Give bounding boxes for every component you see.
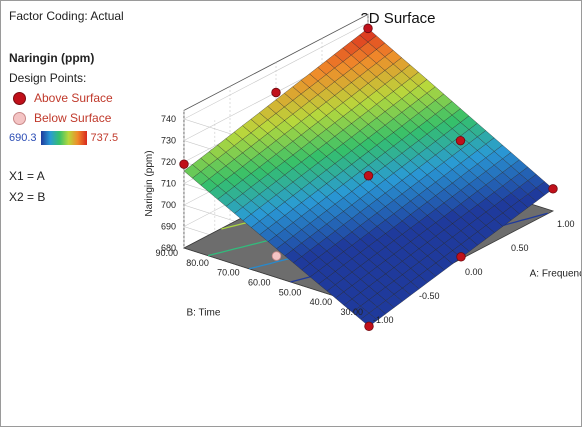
axis-ticks: 680 690 700 710 720 730 740 -1.00 -0.50 0.00 0.50 1… xyxy=(155,114,574,325)
design-point-above xyxy=(364,321,374,332)
legend-response-title: Naringin (ppm) xyxy=(9,51,95,65)
gradient-min-label: 690.3 xyxy=(9,132,37,144)
gradient-max-label: 737.5 xyxy=(90,132,119,144)
design-point-above xyxy=(179,159,189,169)
response-surface xyxy=(183,28,554,327)
z-tick-label: 690 xyxy=(161,222,176,232)
y-tick-label: 40.00 xyxy=(310,297,333,307)
below-surface-label: Below Surface xyxy=(34,111,112,125)
y-tick-label: 60.00 xyxy=(248,278,271,288)
factor-x2-label: X2 = B xyxy=(9,190,46,204)
z-tick-label: 730 xyxy=(161,136,176,146)
legend-above-surface: Above Surface xyxy=(13,91,113,105)
above-surface-label: Above Surface xyxy=(34,91,113,105)
design-point-above xyxy=(363,171,374,181)
x-tick-label: -1.00 xyxy=(373,315,394,325)
y-tick-label: 50.00 xyxy=(279,287,302,297)
y-tick-label: 70.00 xyxy=(217,268,240,278)
chart-title: 3D Surface xyxy=(360,10,435,27)
z-axis-label: Naringin (ppm) xyxy=(144,150,155,216)
gradient-bar xyxy=(40,131,87,145)
z-tick-label: 700 xyxy=(161,200,176,210)
design-point-above xyxy=(363,23,373,34)
design-point-above xyxy=(271,87,281,98)
design-point-above xyxy=(456,252,466,262)
design-point-below xyxy=(271,251,282,261)
x-tick-label: 0.00 xyxy=(465,267,483,277)
x-tick-label: 1.00 xyxy=(557,219,575,229)
design-point-above xyxy=(548,184,558,194)
y-axis-label: B: Time xyxy=(187,308,221,319)
z-tick-label: 720 xyxy=(161,157,176,167)
color-gradient-legend: 690.3 737.5 xyxy=(9,131,118,145)
x-tick-label: 0.50 xyxy=(511,243,529,253)
y-tick-label: 80.00 xyxy=(186,258,209,268)
y-tick-label: 30.00 xyxy=(340,307,363,317)
x-tick-label: -0.50 xyxy=(419,291,440,301)
legend-design-points-title: Design Points: xyxy=(9,71,87,85)
z-tick-label: 680 xyxy=(161,243,176,253)
x-axis-label: A: Frequency xyxy=(530,269,581,280)
factor-x1-label: X1 = A xyxy=(9,169,45,183)
y-tick-label: 90.00 xyxy=(155,248,178,258)
below-surface-dot-icon xyxy=(13,111,26,125)
design-point-above xyxy=(455,135,466,146)
factor-coding-label: Factor Coding: Actual xyxy=(9,9,124,23)
z-tick-label: 740 xyxy=(161,114,176,124)
legend-below-surface: Below Surface xyxy=(13,111,111,125)
design-points xyxy=(179,23,558,332)
above-surface-dot-icon xyxy=(13,91,26,105)
z-tick-label: 710 xyxy=(161,179,176,189)
